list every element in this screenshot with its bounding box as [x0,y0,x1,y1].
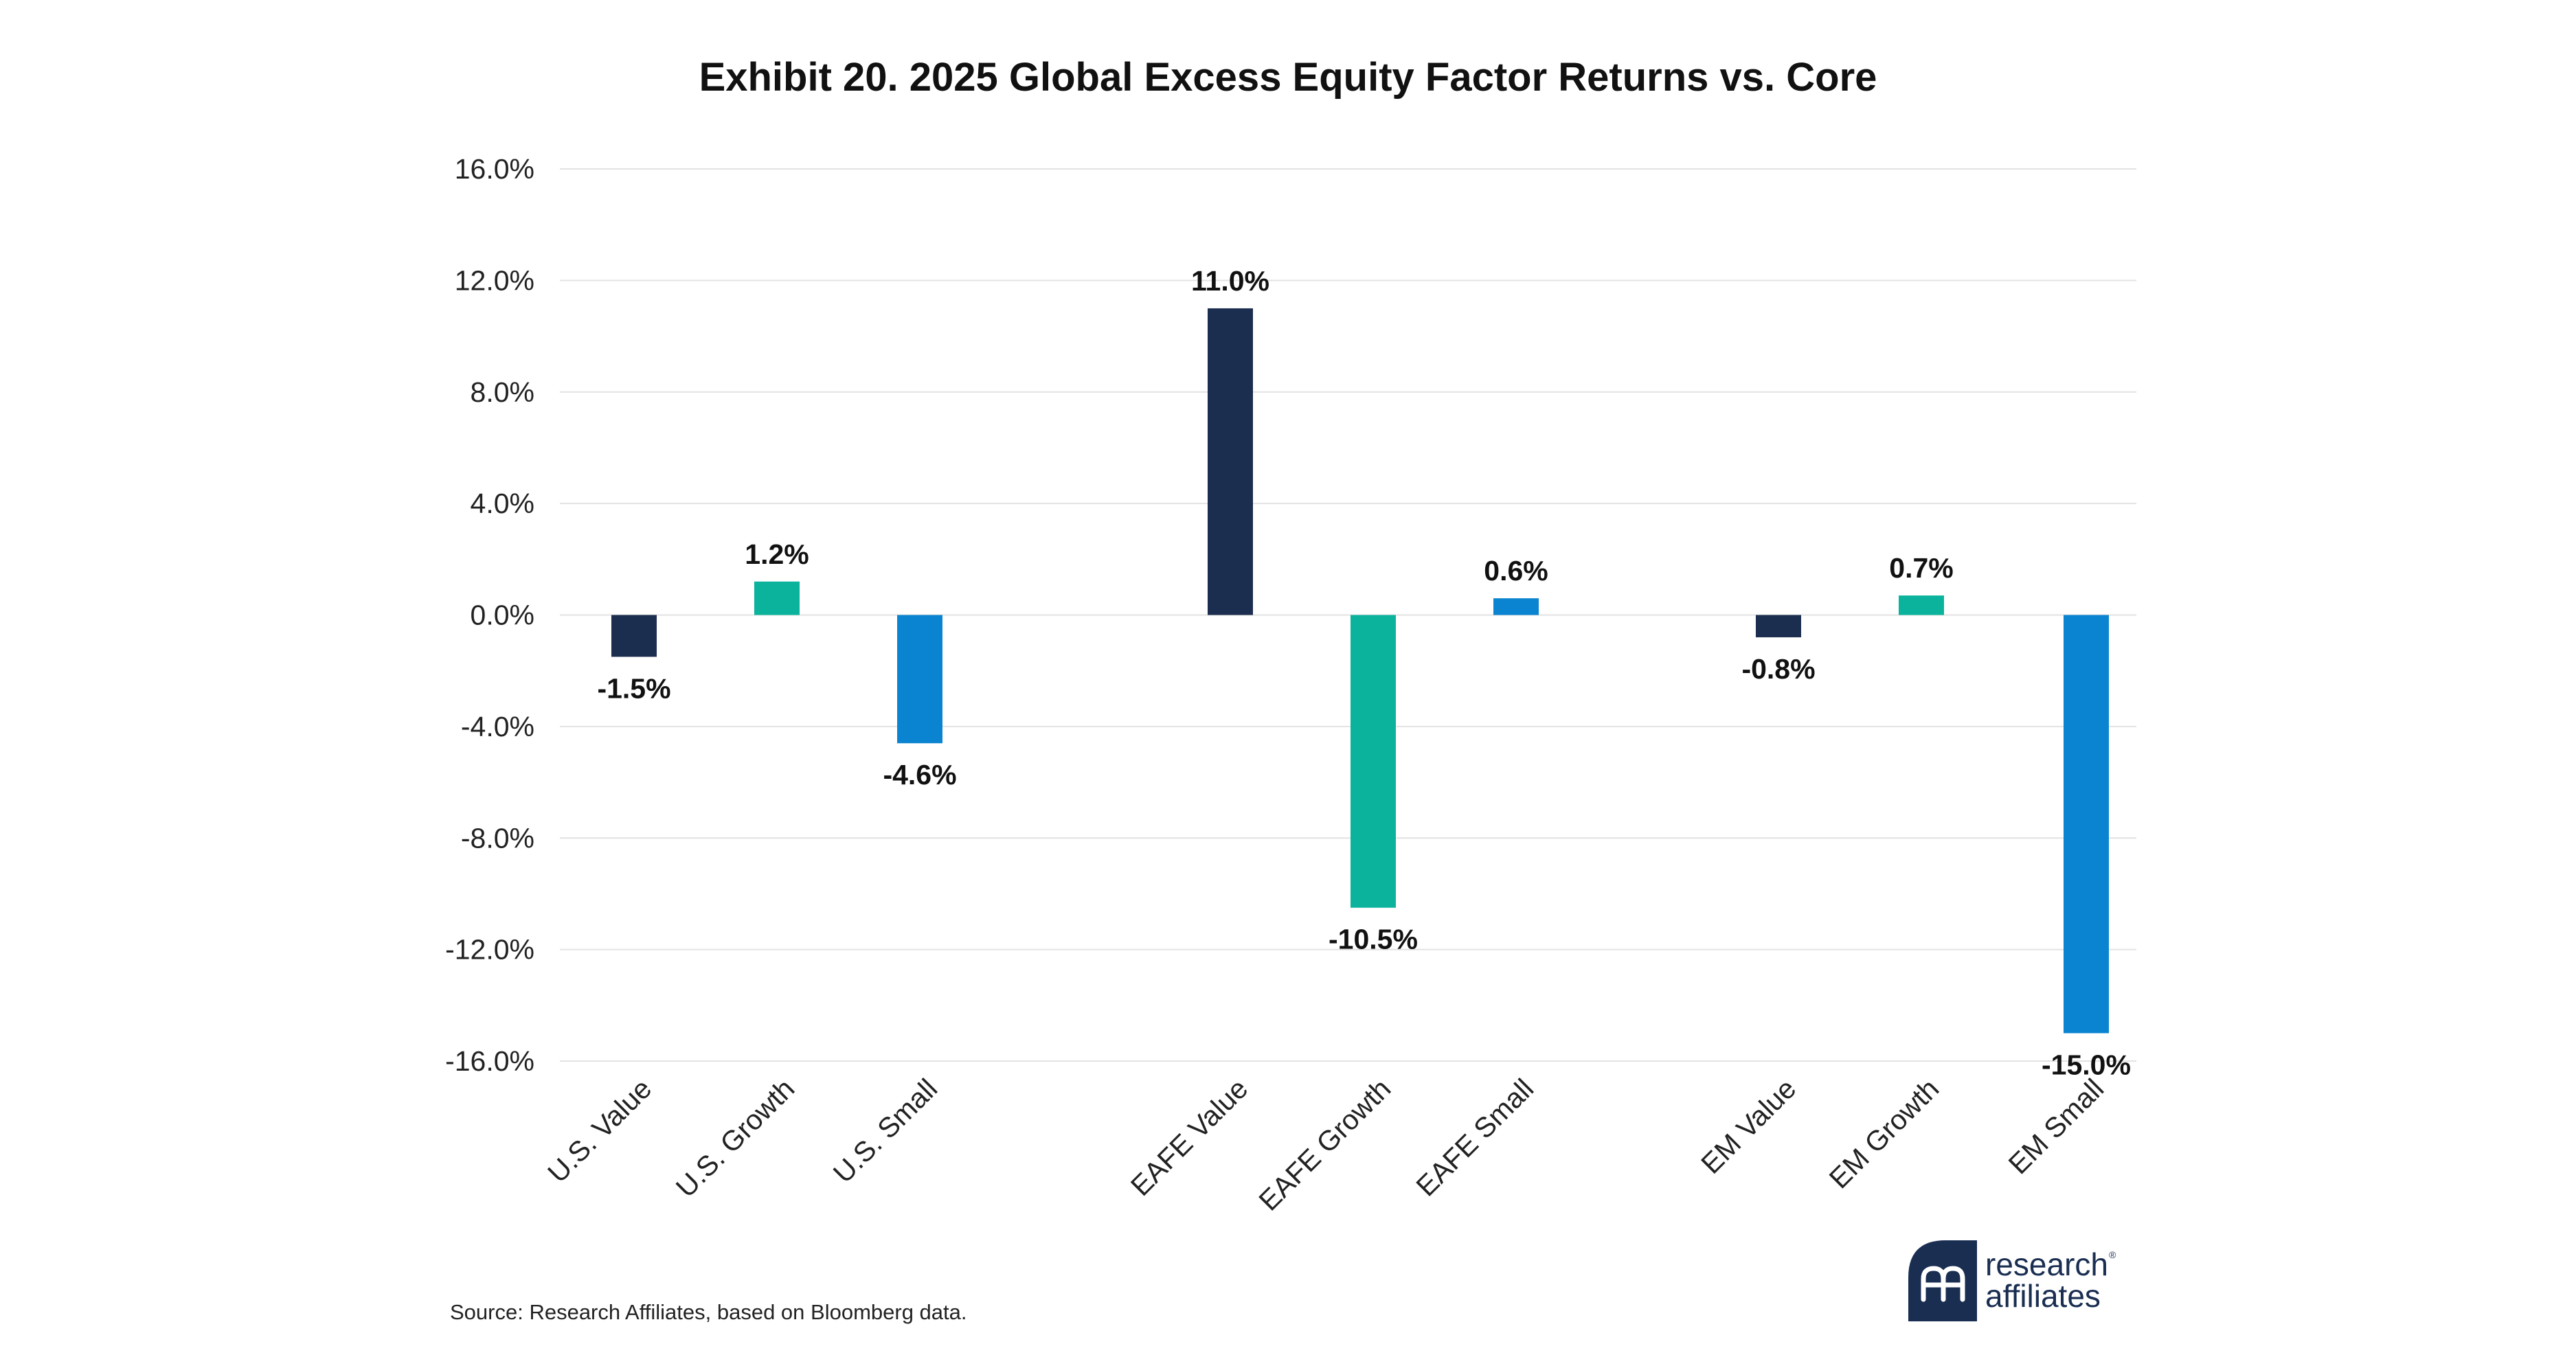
gridlines [560,168,2136,1062]
y-tick-label: 0.0% [471,600,534,631]
bar-eafe-value [1208,308,1253,615]
y-tick-label: 4.0% [471,488,534,519]
data-label: -0.8% [1741,653,1815,685]
y-tick-label: -8.0% [461,822,534,854]
x-axis-category-labels: U.S. Value U.S. Growth U.S. Small EAFE Valu… [541,1073,2110,1217]
data-label: -1.5% [597,672,670,704]
data-label: -15.0% [2042,1049,2131,1080]
bar-em-growth [1899,595,1944,615]
y-tick-label: -4.0% [461,711,534,742]
x-category-label: EAFE Growth [1253,1073,1397,1217]
data-label: 0.6% [1484,555,1548,587]
x-category-label: EM Value [1695,1073,1802,1180]
bar-u-s-value [611,615,657,657]
data-label: -10.5% [1329,924,1418,955]
bar-em-small [2064,615,2109,1034]
y-tick-label: -16.0% [445,1045,534,1077]
logo-text-affiliates: affiliates [1985,1278,2101,1314]
data-label: -4.6% [883,759,956,790]
x-category-label: U.S. Small [827,1073,943,1189]
y-tick-label: 12.0% [455,264,534,296]
y-axis-tick-labels: 16.0% 12.0% 8.0% 4.0% 0.0% -4.0% -8.0% -12.0% -1… [445,153,534,1077]
y-tick-label: 16.0% [455,153,534,185]
bar-eafe-growth [1351,615,1396,908]
y-tick-label: -12.0% [445,934,534,966]
data-label: 1.2% [745,538,809,570]
bar-eafe-small [1493,598,1539,615]
x-category-label: EAFE Value [1125,1073,1254,1202]
bars [611,308,2109,1034]
x-category-label: EM Small [2002,1073,2110,1181]
chart-title: Exhibit 20. 2025 Global Excess Equity Fa… [699,55,1877,100]
research-affiliates-logo: research ® affiliates [1908,1240,2116,1321]
x-category-label: EM Growth [1823,1073,1945,1195]
logo-mark-glyph [1921,1266,1965,1302]
x-category-label: EAFE Small [1410,1073,1540,1203]
logo-text-research: research [1985,1246,2108,1282]
source-note: Source: Research Affiliates, based on Bl… [450,1300,967,1324]
x-category-label: U.S. Growth [670,1073,800,1203]
logo-registered-mark: ® [2109,1249,2116,1260]
y-tick-label: 8.0% [471,376,534,408]
data-labels: -1.5% 1.2% -4.6% 11.0% -10.5% 0.6% -0.8% 0.7% -1… [597,265,2131,1080]
bar-u-s-small [897,615,942,744]
bar-em-value [1756,615,1801,637]
x-category-label: U.S. Value [541,1073,657,1189]
data-label: 0.7% [1889,552,1953,584]
data-label: 11.0% [1191,265,1269,297]
bar-u-s-growth [754,581,800,615]
